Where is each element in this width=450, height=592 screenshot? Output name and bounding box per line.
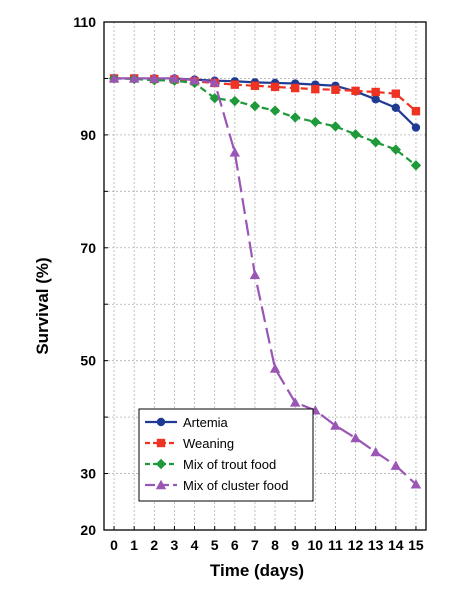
data-point <box>229 95 241 107</box>
data-point <box>370 137 381 148</box>
data-point <box>289 112 301 123</box>
legend-label: Mix of cluster food <box>183 478 289 493</box>
legend-entry-mix-of-cluster-food: Mix of cluster food <box>145 478 289 493</box>
data-point <box>410 160 422 171</box>
data-point <box>108 73 120 83</box>
x-tick-label: 11 <box>328 537 343 553</box>
data-point <box>230 80 240 89</box>
data-point <box>250 81 260 90</box>
x-tick-label: 2 <box>150 537 158 553</box>
data-point <box>290 83 300 93</box>
data-point <box>390 144 402 155</box>
x-tick-label: 10 <box>308 537 324 553</box>
data-point <box>270 82 280 92</box>
data-point <box>351 86 360 96</box>
series <box>108 73 422 489</box>
plot-frame <box>103 21 427 531</box>
legend-entry-artemia: Artemia <box>145 415 229 430</box>
data-point <box>371 95 380 104</box>
data-point <box>390 460 402 470</box>
series-line <box>114 77 417 486</box>
x-tick-label: 6 <box>231 537 239 553</box>
legend-entry-mix-of-trout-food: Mix of trout food <box>145 457 276 472</box>
data-point <box>249 269 261 280</box>
x-tick-label: 5 <box>211 537 219 553</box>
data-point <box>411 106 421 116</box>
y-tick-label: 50 <box>80 353 96 369</box>
data-point <box>310 116 321 128</box>
legend-label: Mix of trout food <box>183 457 276 472</box>
series-line <box>114 77 417 167</box>
legend-label: Weaning <box>183 436 234 451</box>
x-tick-label: 15 <box>408 537 424 553</box>
y-tick-label: 20 <box>80 522 96 538</box>
legend-entry-weaning: Weaning <box>145 436 234 451</box>
x-axis-label: Time (days) <box>210 561 304 580</box>
x-tick-label: 1 <box>130 537 138 553</box>
y-tick-label: 90 <box>80 127 96 143</box>
data-point <box>311 84 320 94</box>
data-point <box>189 74 200 85</box>
data-point <box>411 123 421 132</box>
data-point <box>269 105 281 116</box>
x-tick-label: 3 <box>171 537 179 553</box>
data-point <box>209 77 220 87</box>
x-tick-label: 8 <box>271 537 279 553</box>
data-point <box>156 438 166 448</box>
data-point <box>371 87 380 97</box>
legend: Artemia Weaning Mix of trout food Mix of cl… <box>138 408 314 502</box>
data-point <box>269 363 281 373</box>
data-point <box>128 73 140 83</box>
data-point <box>209 93 220 104</box>
x-tick-label: 0 <box>110 537 118 553</box>
data-point <box>370 446 381 457</box>
x-tick-label: 14 <box>388 537 404 553</box>
series-mix-of-cluster-food <box>108 73 422 489</box>
data-point <box>289 397 301 407</box>
data-point <box>350 432 361 443</box>
x-tick-label: 12 <box>348 537 364 553</box>
data-point <box>331 85 340 94</box>
data-point <box>249 100 261 112</box>
x-tick-label: 7 <box>251 537 259 553</box>
y-tick-label: 70 <box>80 240 96 256</box>
data-point <box>350 129 361 140</box>
data-point <box>391 103 401 112</box>
data-point <box>410 479 422 489</box>
y-tick-label: 30 <box>80 466 96 482</box>
data-point <box>169 73 180 83</box>
data-point <box>330 121 341 132</box>
x-tick-label: 4 <box>191 537 199 553</box>
data-point <box>155 458 167 470</box>
data-point <box>391 89 401 98</box>
x-tick-label: 13 <box>368 537 384 553</box>
y-axis-label: Survival (%) <box>33 257 52 354</box>
data-point <box>330 420 341 430</box>
data-point <box>229 147 241 157</box>
data-point <box>149 73 160 83</box>
data-point <box>156 417 166 427</box>
x-tick-label: 9 <box>291 537 299 553</box>
data-point <box>155 479 167 490</box>
y-tick-label: 110 <box>73 14 96 30</box>
legend-label: Artemia <box>183 415 229 430</box>
